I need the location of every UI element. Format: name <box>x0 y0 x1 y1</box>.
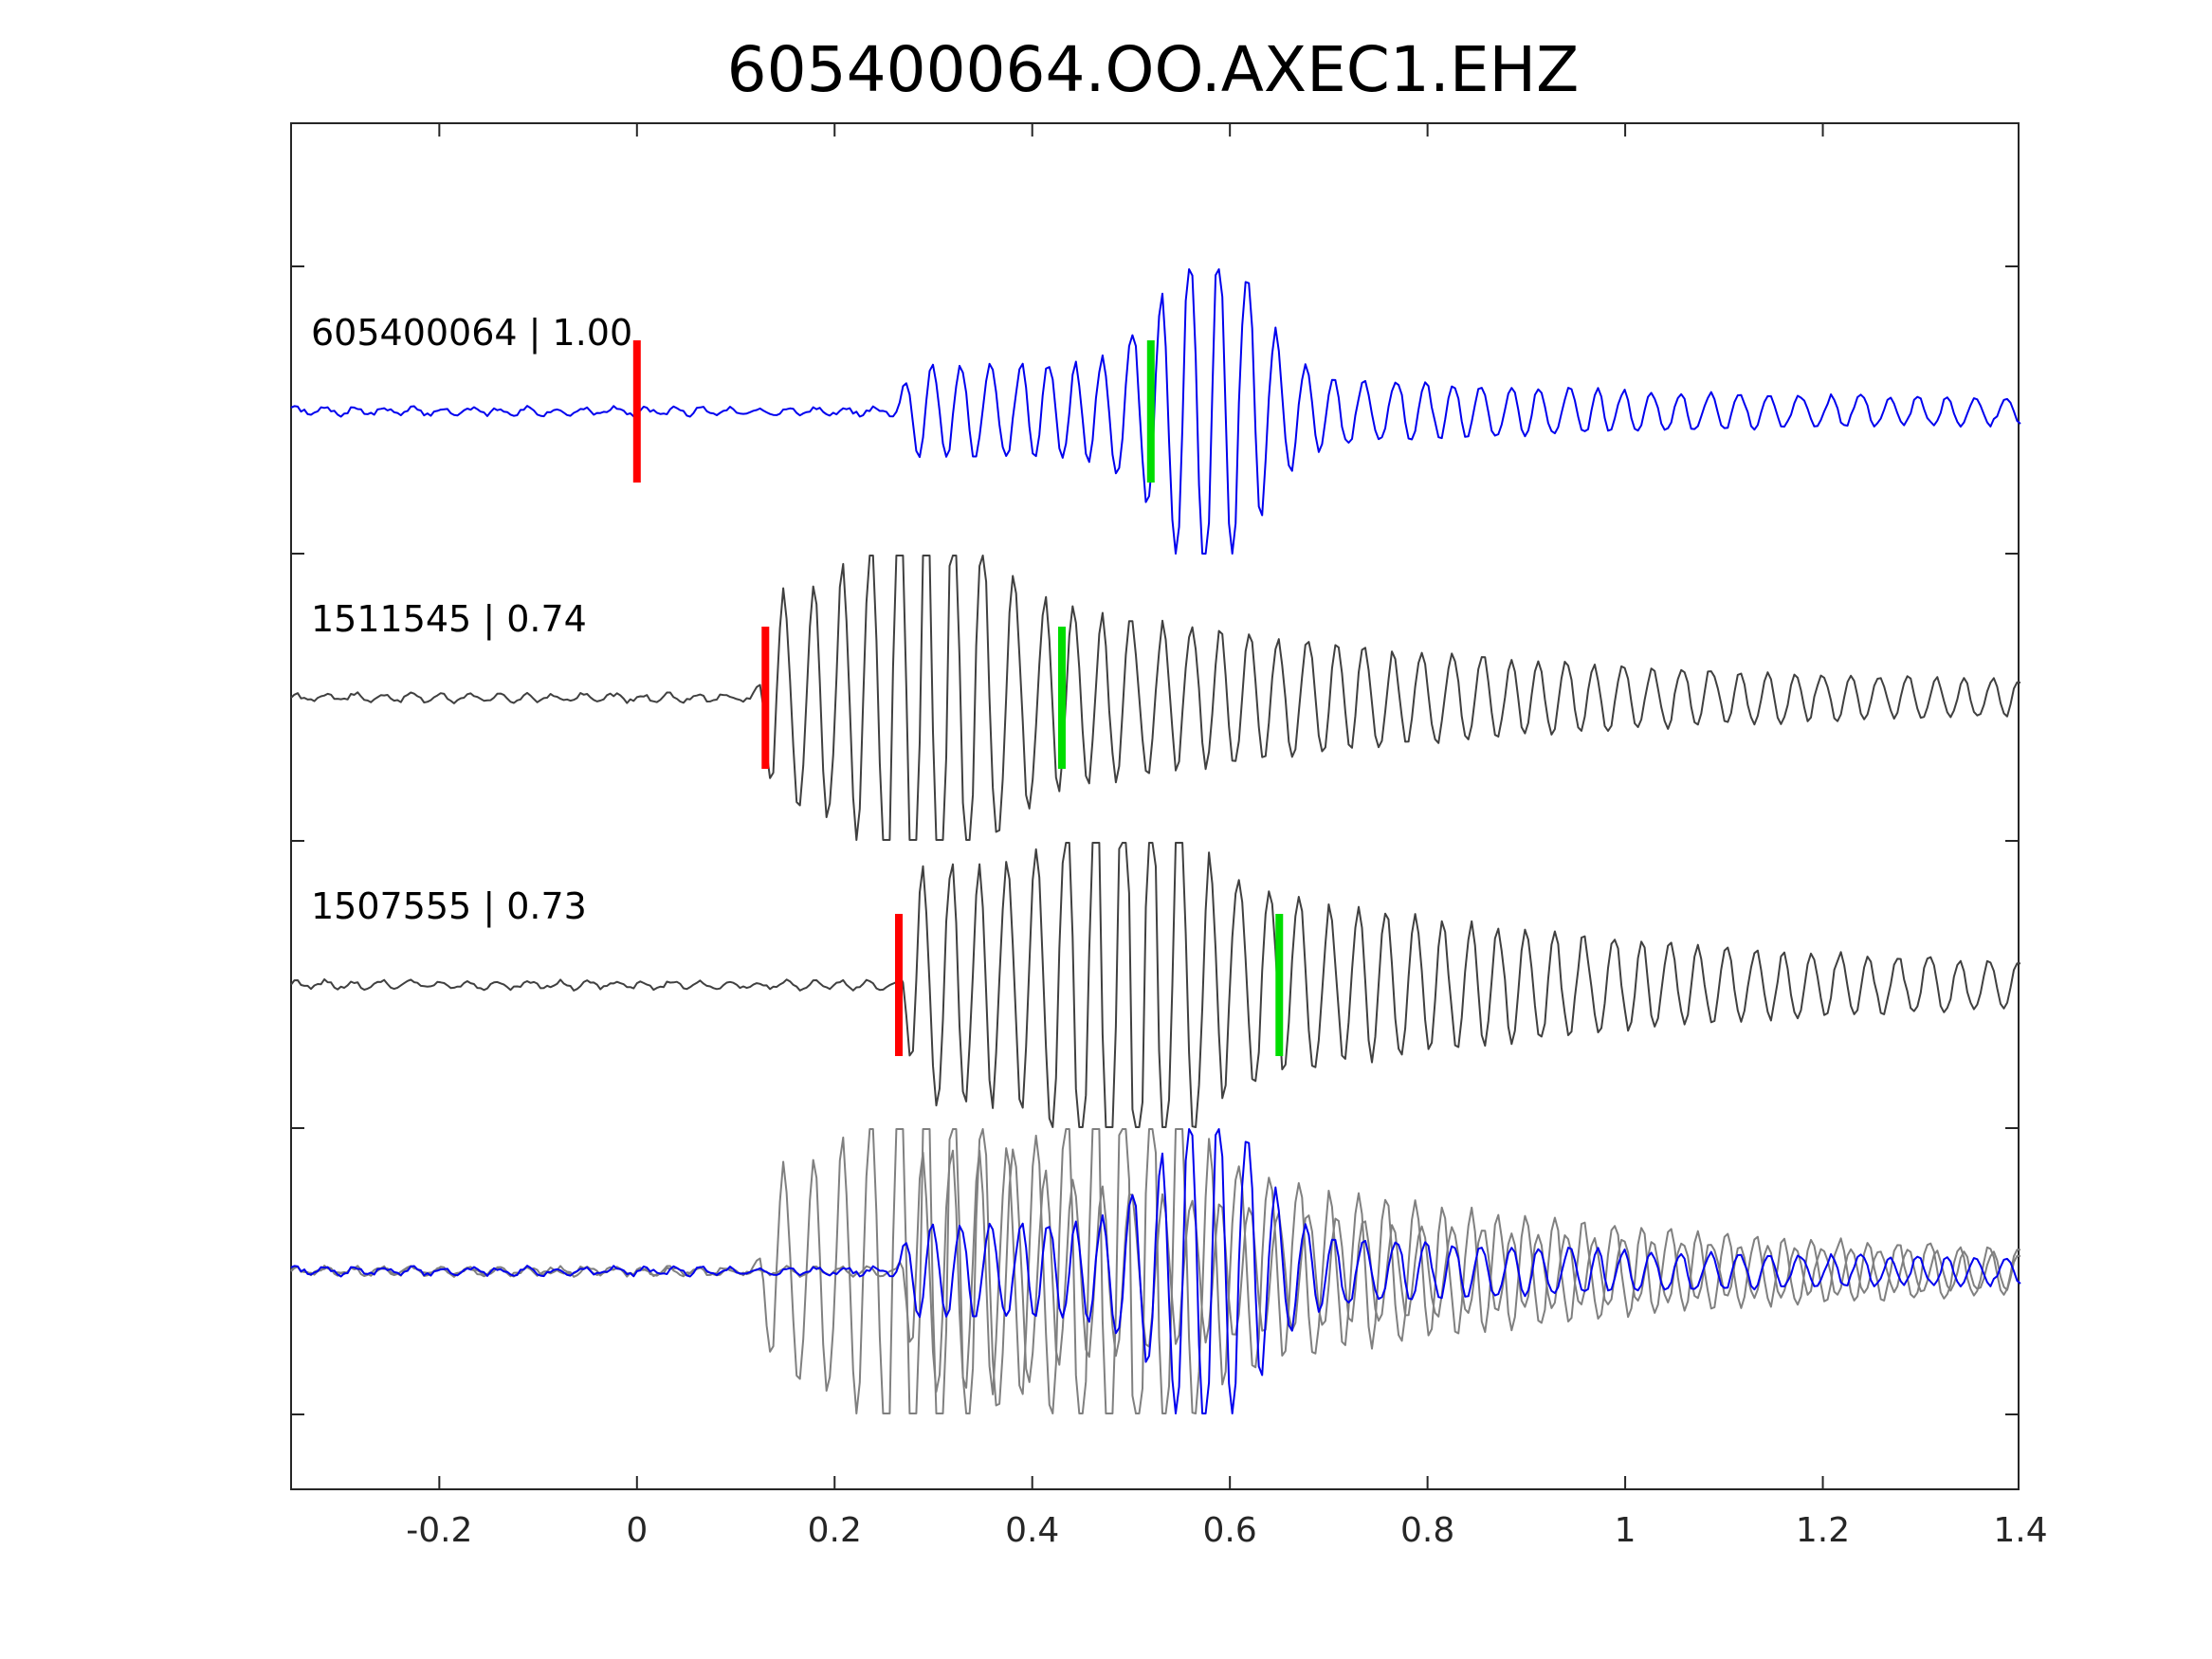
trace-1507555 <box>290 842 2020 1128</box>
x-tick-label: 0 <box>626 1511 648 1550</box>
trace-1511545 <box>290 555 2021 841</box>
y-ticks <box>291 265 2019 1415</box>
x-tick-label: 0.8 <box>1400 1511 1454 1550</box>
trace-605400064 <box>290 268 2021 555</box>
trace-label: 605400064 | 1.00 <box>311 312 632 355</box>
plot-area: -0.2 0 0.2 0.4 0.6 0.8 1 1.2 1.4 605400064 | 1.0… <box>290 122 2048 1550</box>
axes-box <box>290 122 2020 1490</box>
x-tick-label: 0.4 <box>1005 1511 1059 1550</box>
x-axis: -0.2 0 0.2 0.4 0.6 0.8 1 1.2 1.4 <box>406 123 2048 1550</box>
x-tick-label: 1.4 <box>1993 1511 2047 1550</box>
overlay-trace-1511545 <box>290 1128 2021 1414</box>
trace-labels: 605400064 | 1.00 1511545 | 0.74 1507555 | … <box>311 312 632 928</box>
overlay-trace-1507555 <box>290 1128 2020 1414</box>
traces <box>290 268 2021 1414</box>
chart-title: 605400064.OO.AXEC1.EHZ <box>727 33 1580 106</box>
x-tick-label: 1.2 <box>1796 1511 1850 1550</box>
x-tick-label: 0.2 <box>808 1511 862 1550</box>
trace-label: 1507555 | 0.73 <box>311 885 587 928</box>
x-tick-label: 0.6 <box>1203 1511 1257 1550</box>
x-tick-label: -0.2 <box>406 1511 472 1550</box>
overlay-trace-605400064 <box>290 1128 2021 1414</box>
trace-label: 1511545 | 0.74 <box>311 598 587 641</box>
x-tick-label: 1 <box>1615 1511 1636 1550</box>
phase-picks <box>632 340 1284 1056</box>
